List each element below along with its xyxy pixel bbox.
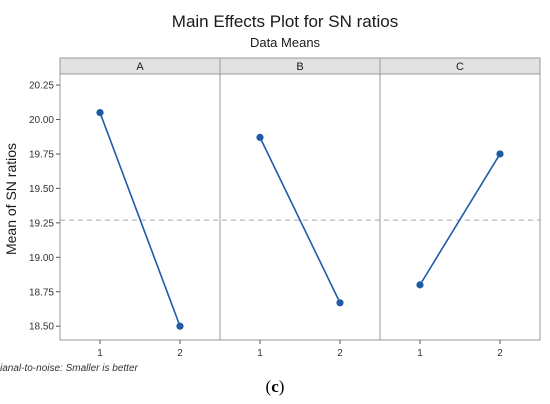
chart-title: Main Effects Plot for SN ratios: [172, 12, 398, 31]
y-tick-label: 18.50: [29, 322, 54, 333]
data-point-c-1: [416, 281, 424, 289]
panel-label-c: C: [456, 61, 464, 73]
panel-frame-c: [379, 73, 541, 341]
panel-frame-a: [59, 73, 221, 341]
y-tick-label: 19.50: [29, 184, 54, 195]
panel-frame-b: [219, 73, 381, 341]
plot-area: A B C 18.50 18.75 19.00 19.25 19.50 19.75 20.00 20…: [29, 57, 541, 359]
x-tick-label: 1: [97, 348, 103, 359]
x-tick-label: 2: [337, 348, 343, 359]
y-tick-label: 19.25: [29, 218, 54, 229]
data-point-c-2: [496, 150, 504, 158]
x-tick-label: 1: [417, 348, 423, 359]
chart-subtitle: Data Means: [250, 35, 321, 50]
x-tick-label: 1: [257, 348, 263, 359]
figure-caption: (c): [266, 377, 285, 396]
data-point-a-2: [176, 322, 184, 330]
series-line-c: [419, 153, 501, 286]
y-tick-label: 20.25: [29, 81, 54, 92]
panel-label-a: A: [136, 61, 144, 73]
panel-label-b: B: [296, 61, 303, 73]
caption-open: (: [266, 377, 272, 396]
data-point-b-1: [256, 133, 264, 141]
data-point-a-1: [96, 108, 104, 117]
series-line-a: [99, 112, 181, 327]
footnote: ianal-to-noise: Smaller is better: [0, 363, 139, 374]
y-axis-label: Mean of SN ratios: [3, 143, 19, 255]
y-tick-label: 18.75: [29, 287, 54, 298]
series-line-b: [259, 137, 341, 304]
caption-close: ): [279, 377, 285, 396]
y-tick-label: 19.75: [29, 149, 54, 160]
data-point-b-2: [336, 299, 344, 307]
x-tick-label: 2: [497, 348, 503, 359]
x-tick-label: 2: [177, 348, 183, 359]
y-tick-label: 19.00: [29, 253, 54, 264]
caption-letter: c: [271, 377, 279, 396]
y-tick-label: 20.00: [29, 115, 54, 126]
